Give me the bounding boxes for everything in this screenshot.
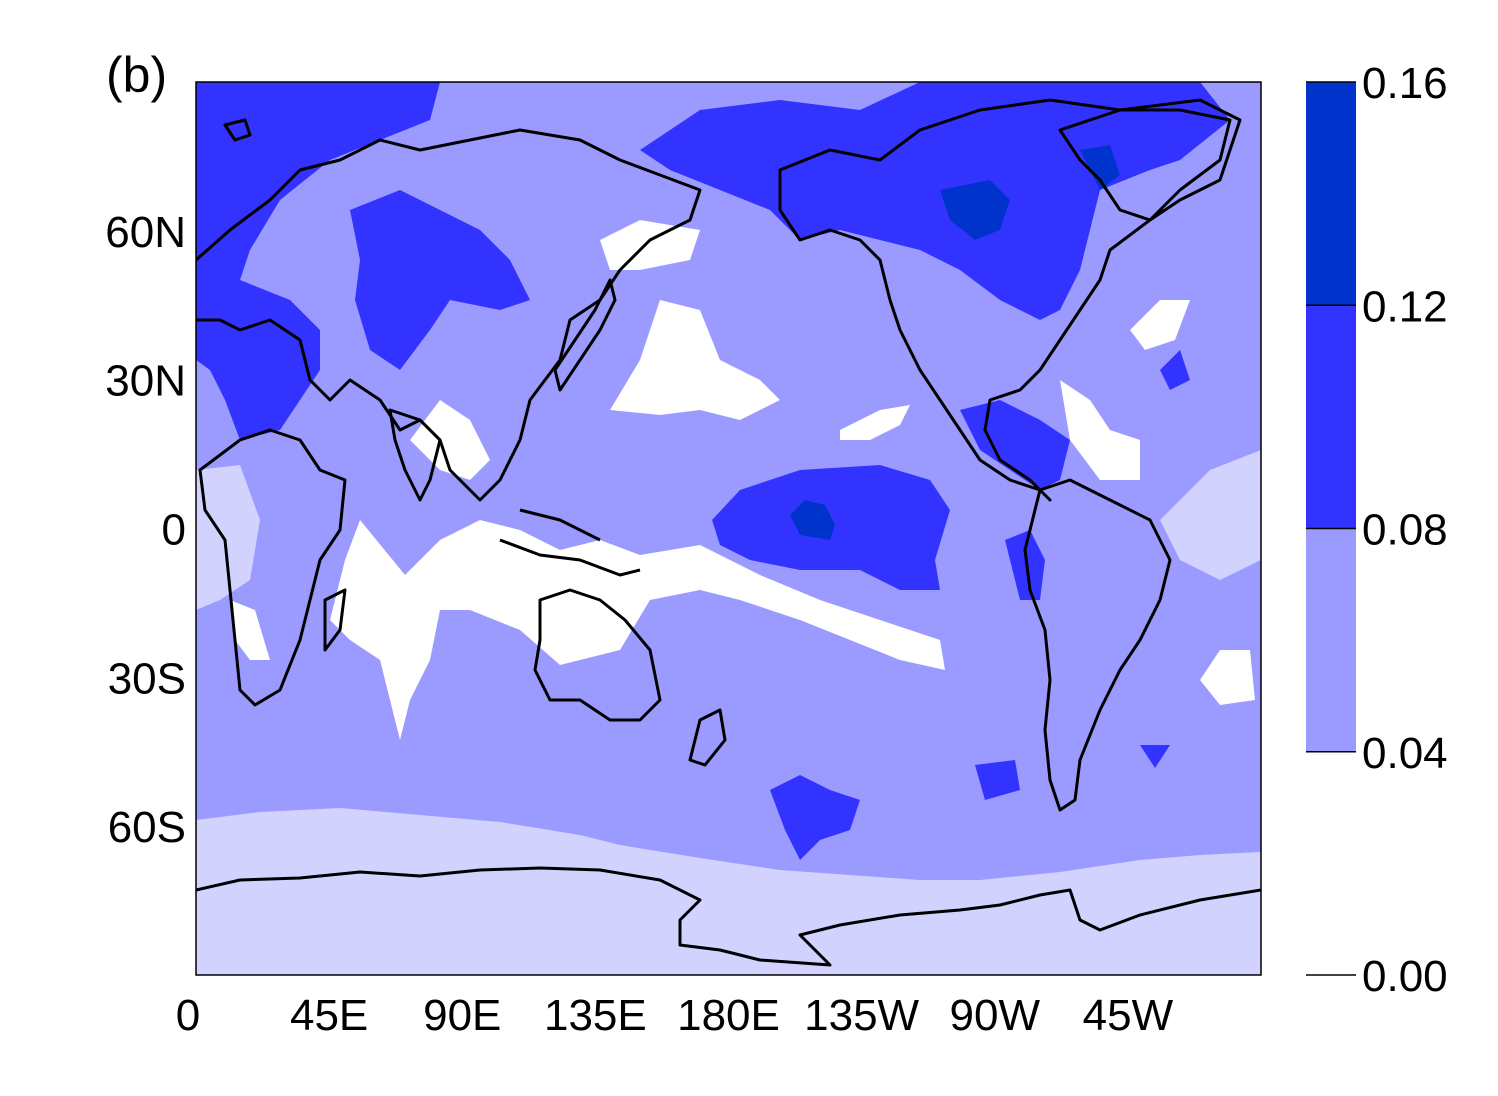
colorbar-tick-label: 0.04 <box>1362 729 1448 778</box>
x-tick-label: 90W <box>950 991 1041 1040</box>
colorbar-tick-label: 0.00 <box>1362 952 1448 1001</box>
contour-white-usa <box>1060 380 1140 480</box>
contour-dark-eqpac <box>790 500 835 540</box>
coastline-australia <box>533 588 662 722</box>
contour-pale-atlantic <box>1160 450 1261 580</box>
contour-pale-west <box>196 465 260 610</box>
panel-label: (b) <box>106 47 167 103</box>
map-frame <box>195 81 1262 976</box>
contour-white-africa <box>230 600 270 660</box>
coastline-indonesia <box>499 508 641 577</box>
x-tick-label: 135W <box>804 991 919 1040</box>
coastline-africa <box>198 428 347 707</box>
x-tick-label: 180E <box>677 991 780 1040</box>
contour-blue-satl <box>1140 745 1170 768</box>
contour-white-npacific <box>610 300 780 420</box>
y-tick-label: 0 <box>162 506 186 555</box>
y-tick-label: 60N <box>105 208 186 257</box>
coastline-antarctica <box>196 866 1261 967</box>
coastline-uk <box>223 118 252 142</box>
contour-dark-arctic <box>1080 145 1120 190</box>
coastline-madagascar <box>323 588 347 652</box>
y-axis-ticks: 60N 30N 0 30S 60S <box>105 208 186 852</box>
y-tick-label: 30S <box>108 654 186 703</box>
coastline-japan <box>553 278 617 392</box>
x-tick-label: 45E <box>290 991 368 1040</box>
contour-white-asia <box>410 400 490 480</box>
contour-pale-south <box>196 808 1261 975</box>
map-plot-area <box>196 82 1261 975</box>
y-tick-label: 60S <box>108 803 186 852</box>
contour-white-satl <box>1200 650 1255 705</box>
contour-blue-spac-2 <box>975 760 1020 800</box>
colorbar-swatch <box>1306 82 1356 306</box>
colorbar-swatch <box>1306 751 1356 975</box>
coastline-greenland <box>1058 108 1232 222</box>
contour-blue-sa <box>1005 530 1045 600</box>
contour-blue-nw <box>196 82 440 440</box>
contour-blue-arctic <box>640 82 1230 320</box>
colorbar-tick-label: 0.16 <box>1362 59 1448 108</box>
coastline-eurasia <box>196 128 702 502</box>
colorbar: 0.00 0.04 0.08 0.12 0.16 <box>1306 59 1448 1001</box>
colorbar-tick-label: 0.08 <box>1362 506 1448 555</box>
contour-white-natl <box>1130 300 1190 350</box>
colorbar-tick-label: 0.12 <box>1362 282 1448 331</box>
y-tick-label: 30N <box>105 357 186 406</box>
x-tick-label: 135E <box>544 991 647 1040</box>
contour-white-npacific-2 <box>840 405 910 440</box>
colorbar-swatch <box>1306 305 1356 529</box>
contour-white-maritime <box>330 520 945 740</box>
contour-fills <box>196 82 1261 975</box>
x-axis-ticks: 0 45E 90E 135E 180E 135W 90W 45W <box>176 991 1174 1040</box>
x-tick-label: 90E <box>423 991 501 1040</box>
x-tick-label: 0 <box>176 991 200 1040</box>
colorbar-swatch <box>1306 528 1356 752</box>
contour-blue-eurasia <box>350 190 530 370</box>
coastline-india <box>388 408 442 502</box>
contour-white-japan <box>600 220 700 270</box>
contour-dark-hudson <box>940 180 1010 240</box>
coastlines <box>196 98 1261 967</box>
x-tick-label: 45W <box>1083 991 1174 1040</box>
contour-blue-natl <box>1160 350 1190 390</box>
coastline-south-america <box>1023 478 1172 812</box>
coastline-newzealand <box>688 708 727 767</box>
contour-blue-spac <box>770 775 860 860</box>
